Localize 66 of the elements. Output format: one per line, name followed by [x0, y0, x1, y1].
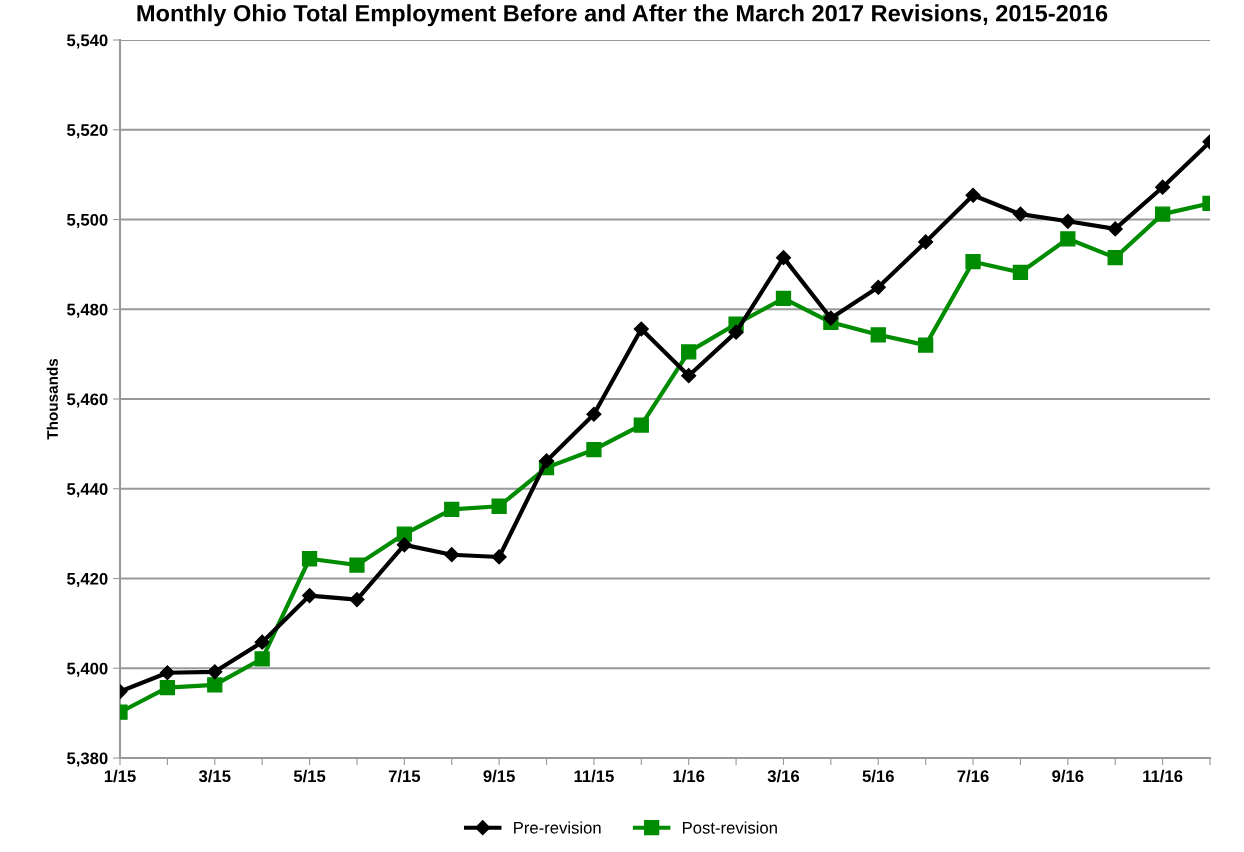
point	[1107, 250, 1123, 266]
point	[301, 551, 318, 567]
point	[633, 321, 649, 337]
x-tick-label: 9/16	[1052, 769, 1084, 783]
point	[633, 417, 649, 433]
point	[918, 337, 934, 353]
point	[1107, 221, 1123, 237]
y-tick-label: 5,540	[67, 34, 108, 49]
point	[254, 634, 270, 650]
y-tick-label: 5,440	[67, 483, 108, 498]
point	[1012, 264, 1029, 281]
point	[444, 501, 460, 518]
chart-title: Monthly Ohio Total Employment Before and After the March 2017 Revisions, 2015-2016	[137, 4, 1108, 27]
point	[538, 453, 555, 469]
y-tick-label: 5,420	[67, 572, 108, 588]
x-tick-label: 5/16	[862, 769, 894, 783]
x-tick-label: 3/16	[767, 769, 800, 783]
x-tick-label: 1/15	[104, 769, 136, 783]
point	[1155, 179, 1171, 195]
y-tick-label: 5,480	[67, 303, 108, 318]
point	[965, 187, 981, 203]
point	[965, 254, 981, 270]
y-tick-label: 5,520	[67, 124, 108, 139]
point	[491, 549, 507, 565]
x-tick-label: 1/16	[673, 769, 705, 783]
point	[491, 498, 507, 514]
legend-label: Pre-revision	[514, 821, 601, 834]
point	[681, 368, 697, 384]
y-tick-label: 5,400	[67, 662, 108, 677]
point	[444, 547, 460, 563]
point	[349, 557, 365, 573]
y-tick-label: 5,500	[67, 213, 108, 229]
x-tick-label: 5/15	[293, 769, 326, 783]
point	[1060, 231, 1076, 247]
y-tick-label: 5,380	[67, 752, 108, 767]
point	[728, 324, 744, 340]
x-tick-label: 11/16	[1143, 769, 1183, 783]
x-tick-label: 7/16	[957, 769, 989, 783]
point	[823, 310, 839, 326]
point	[1012, 206, 1029, 222]
point	[396, 537, 412, 553]
point	[207, 664, 223, 680]
point	[1154, 206, 1171, 222]
point	[918, 234, 934, 250]
x-tick-label: 11/15	[574, 769, 614, 783]
point	[870, 327, 886, 343]
point	[775, 290, 792, 307]
point	[586, 406, 602, 422]
point	[681, 344, 697, 360]
point	[775, 250, 792, 266]
x-tick-label: 9/15	[483, 769, 515, 783]
point	[254, 651, 270, 667]
x-tick-label: 7/15	[388, 769, 421, 783]
point	[301, 587, 318, 604]
point	[159, 665, 175, 681]
point	[1060, 213, 1076, 229]
point	[870, 279, 886, 295]
y-tick-label: 5,460	[67, 393, 108, 408]
point	[586, 442, 602, 458]
legend-label: Post-revision	[682, 821, 777, 834]
point	[159, 679, 176, 696]
x-tick-label: 3/15	[198, 769, 231, 783]
point	[349, 592, 365, 608]
point	[396, 526, 412, 542]
point	[207, 677, 223, 693]
y-axis-title: Thousands	[46, 358, 58, 440]
